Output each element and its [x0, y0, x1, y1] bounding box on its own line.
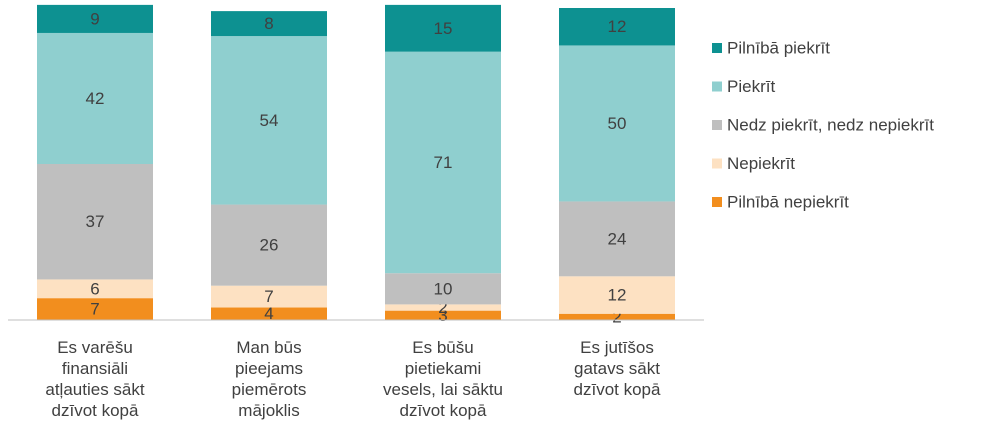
- x-tick-label: Es varēšu finansiāli atļauties sākt dzīv…: [45, 338, 145, 420]
- bar-segment: [37, 279, 153, 299]
- legend-label: Nepiekrīt: [727, 154, 795, 173]
- data-label: 3: [438, 306, 447, 325]
- x-tick-label: Es būšu pietiekami vesels, lai sāktu dzī…: [383, 338, 503, 420]
- data-label: 6: [90, 279, 99, 298]
- bar-segment: [559, 276, 675, 314]
- bar-segment: [559, 45, 675, 202]
- data-label: 12: [608, 286, 627, 305]
- bar-segment: [385, 310, 501, 320]
- legend-label: Pilnībā nepiekrīt: [727, 192, 849, 211]
- bar-segment: [385, 304, 501, 311]
- bar-segment: [211, 285, 327, 308]
- bar-segment: [559, 313, 675, 320]
- data-label: 71: [434, 153, 453, 172]
- data-label: 7: [90, 300, 99, 319]
- legend-swatch: [712, 120, 722, 130]
- bar-segment: [37, 298, 153, 320]
- data-label: 2: [438, 298, 447, 317]
- data-label: 42: [86, 89, 105, 108]
- bar-segment: [37, 4, 153, 33]
- data-label: 2: [612, 307, 621, 326]
- bar-segment: [211, 307, 327, 320]
- bar-segment: [559, 201, 675, 277]
- bar-segment: [211, 11, 327, 37]
- data-label: 24: [608, 229, 627, 248]
- data-label: 7: [264, 287, 273, 306]
- bar-segment: [37, 164, 153, 280]
- x-tick-label: Man būs pieejams piemērots mājoklis: [231, 338, 307, 420]
- bar-segment: [385, 4, 501, 52]
- bar-segment: [211, 36, 327, 205]
- legend-label: Nedz piekrīt, nedz nepiekrīt: [727, 115, 934, 134]
- bar-segment: [559, 8, 675, 46]
- data-label: 9: [90, 9, 99, 28]
- legend-swatch: [712, 43, 722, 53]
- data-label: 50: [608, 114, 627, 133]
- data-label: 54: [260, 111, 279, 130]
- data-label: 12: [608, 17, 627, 36]
- bar-segment: [385, 273, 501, 305]
- x-tick-label: Es jutīšos gatavs sākt dzīvot kopā: [573, 338, 661, 399]
- bar-segment: [385, 51, 501, 274]
- bar-segment: [37, 32, 153, 165]
- data-label: 4: [264, 304, 273, 323]
- legend-swatch: [712, 197, 722, 207]
- data-label: 8: [264, 14, 273, 33]
- legend-swatch: [712, 81, 722, 92]
- data-label: 26: [260, 236, 279, 255]
- data-label: 15: [434, 19, 453, 38]
- data-label: 10: [434, 279, 453, 298]
- legend-label: Pilnībā piekrīt: [727, 38, 830, 57]
- legend-swatch: [712, 158, 722, 169]
- legend-label: Piekrīt: [727, 77, 775, 96]
- data-label: 37: [86, 212, 105, 231]
- bar-segment: [211, 204, 327, 286]
